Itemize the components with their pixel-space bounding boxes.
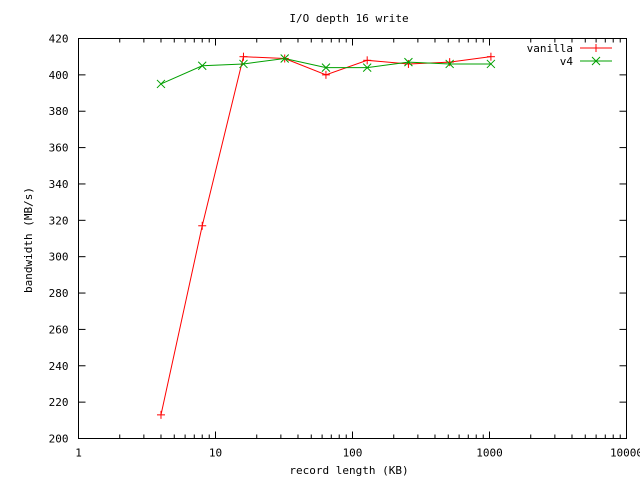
x-tick-label: 1 xyxy=(75,447,82,460)
data-point xyxy=(156,79,166,89)
data-point xyxy=(280,54,290,63)
marker-stroke xyxy=(239,59,248,69)
marker-stroke xyxy=(445,59,455,69)
x-tick-label: 100 xyxy=(343,447,363,460)
y-tick-label: 400 xyxy=(49,69,69,82)
x-axis: 1 10 100 1000 10000 xyxy=(75,38,640,460)
marker-stroke xyxy=(362,63,372,72)
marker-stroke xyxy=(197,61,207,71)
y-tick-label: 340 xyxy=(49,178,69,191)
data-point xyxy=(363,56,372,65)
y-tick-label: 380 xyxy=(49,105,69,118)
x-tick-label: 10000 xyxy=(610,447,640,460)
series-line xyxy=(160,56,491,415)
data-point xyxy=(156,410,165,419)
series-v4 xyxy=(156,54,496,89)
legend-marker xyxy=(592,44,600,52)
y-tick-label: 280 xyxy=(49,287,69,300)
x-axis-label: record length (KB) xyxy=(289,464,408,477)
chart-title: I/O depth 16 write xyxy=(289,12,408,25)
series-vanilla xyxy=(156,52,495,419)
marker-stroke xyxy=(280,54,290,63)
data-point xyxy=(321,70,330,79)
y-tick-label: 240 xyxy=(49,360,69,373)
legend-entry: v4 xyxy=(560,55,612,68)
y-axis: 200 220 240 260 280 300 320 340 360 380 400 420 xyxy=(49,33,627,446)
y-axis-label: bandwidth (MB/s) xyxy=(22,187,35,293)
data-point xyxy=(198,221,207,230)
data-point xyxy=(486,52,495,61)
legend-label: v4 xyxy=(560,55,574,68)
legend-marker xyxy=(591,56,601,66)
data-point xyxy=(445,58,454,67)
data-point xyxy=(404,59,413,68)
marker-stroke xyxy=(156,79,166,89)
y-tick-label: 420 xyxy=(49,33,69,46)
x-tick-label: 1000 xyxy=(476,447,503,460)
data-point xyxy=(362,63,372,72)
y-tick-label: 360 xyxy=(49,142,69,155)
y-tick-label: 220 xyxy=(49,396,69,409)
legend-entry: vanilla xyxy=(527,42,612,55)
x-tick-label: 10 xyxy=(209,447,222,460)
marker-stroke xyxy=(591,56,601,66)
data-point xyxy=(445,59,455,69)
series-layer xyxy=(156,52,496,419)
marker-stroke xyxy=(404,57,413,67)
y-tick-label: 260 xyxy=(49,323,69,336)
data-point xyxy=(239,52,248,61)
y-tick-label: 300 xyxy=(49,251,69,264)
data-point xyxy=(404,57,413,67)
y-tick-label: 320 xyxy=(49,214,69,227)
data-point xyxy=(321,63,331,72)
data-point xyxy=(239,59,248,69)
marker-stroke xyxy=(486,59,496,69)
marker-stroke xyxy=(321,63,331,72)
data-point xyxy=(197,61,207,71)
legend-label: vanilla xyxy=(527,42,573,55)
y-tick-label: 200 xyxy=(49,433,69,446)
plot-frame xyxy=(78,38,627,439)
data-point xyxy=(486,59,496,69)
